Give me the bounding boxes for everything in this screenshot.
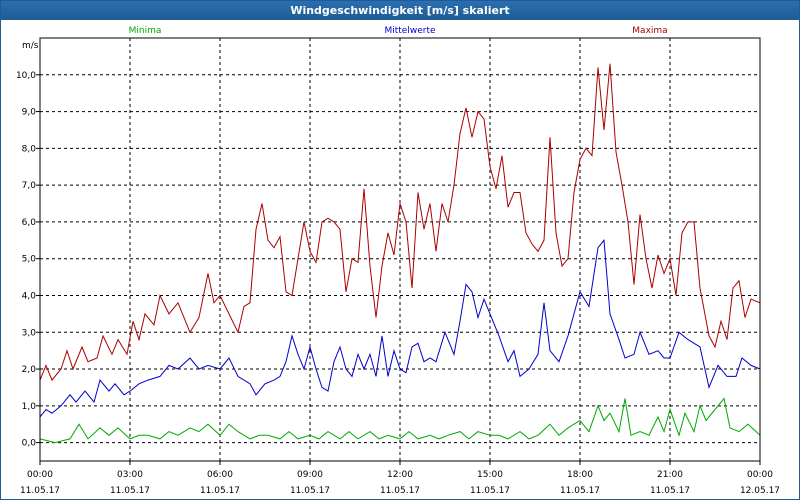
x-tick-date: 12.05.17 [740, 486, 780, 496]
x-tick-date: 11.05.17 [380, 486, 420, 496]
y-tick-label: 8,0 [22, 144, 37, 154]
legend-item-maxima: Maxima [632, 26, 667, 36]
y-tick-label: 0,0 [22, 439, 37, 449]
y-axis-label: m/s [22, 41, 39, 51]
x-tick-time: 12:00 [387, 470, 413, 480]
x-tick-date: 11.05.17 [560, 486, 600, 496]
series-lines [39, 63, 761, 444]
legend-item-mittelwerte: Mittelwerte [384, 26, 435, 36]
x-tick-date: 11.05.17 [650, 486, 690, 496]
x-tick-time: 00:00 [27, 470, 53, 480]
y-tick-label: 3,0 [22, 328, 37, 338]
legend: Minima Mittelwerte Maxima [129, 26, 668, 36]
x-tick-time: 15:00 [477, 470, 503, 480]
x-tick-time: 09:00 [297, 470, 323, 480]
y-tick-label: 2,0 [22, 365, 37, 375]
y-tick-label: 7,0 [22, 181, 37, 191]
x-tick-date: 11.05.17 [290, 486, 330, 496]
series-line-minima [39, 397, 761, 444]
y-tick-label: 10,0 [16, 71, 36, 81]
x-tick-date: 11.05.17 [20, 486, 60, 496]
series-line-mittelwerte [39, 239, 761, 418]
x-tick-time: 00:00 [747, 470, 773, 480]
y-tick-label: 6,0 [22, 218, 37, 228]
axes: 0,0 1,0 2,0 3,0 4,0 5,0 6,0 7,0 8,0 9,0 10,0 00:00 1… [16, 37, 780, 496]
y-tick-label: 4,0 [22, 291, 37, 301]
grid [40, 38, 760, 461]
x-tick-time: 03:00 [117, 470, 143, 480]
y-tick-label: 1,0 [22, 402, 37, 412]
x-tick-time: 18:00 [567, 470, 593, 480]
x-tick-date: 11.05.17 [470, 486, 510, 496]
y-tick-label: 9,0 [22, 108, 37, 118]
series-line-maxima [39, 63, 761, 382]
plot-frame [39, 37, 761, 462]
window-title: Windgeschwindigkeit [m/s] skaliert [1, 1, 799, 20]
y-tick-label: 5,0 [22, 255, 37, 265]
legend-item-minima: Minima [129, 26, 162, 36]
x-tick-date: 11.05.17 [200, 486, 240, 496]
x-tick-time: 21:00 [657, 470, 683, 480]
x-tick-time: 06:00 [207, 470, 233, 480]
x-tick-date: 11.05.17 [110, 486, 150, 496]
